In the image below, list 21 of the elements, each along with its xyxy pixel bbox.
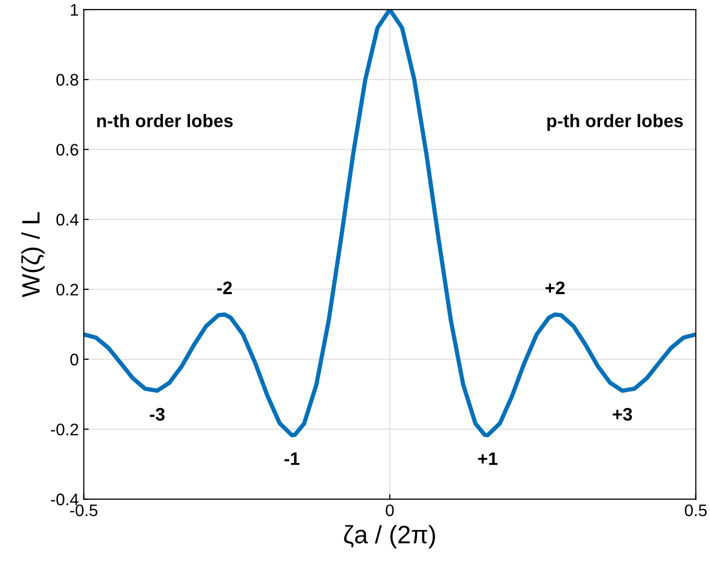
x-tick-label: 0 [386, 504, 394, 516]
x-axis-title: ζa / (2π) [344, 525, 436, 548]
y-tick-label: 0.2 [56, 284, 78, 296]
annotation: +1 [478, 452, 498, 465]
annotation: n-th order lobes [97, 114, 233, 128]
y-tick-label: 1 [70, 4, 78, 16]
annotation: -2 [217, 281, 232, 294]
annotation: -3 [150, 408, 165, 421]
annotation: -1 [284, 452, 300, 465]
y-axis-title: W(ζ) / L [21, 212, 45, 298]
y-tick-label: 0.8 [56, 74, 78, 86]
y-tick-label: 0.4 [56, 214, 78, 226]
y-tick-label: 0.6 [56, 144, 78, 156]
y-tick-label: -0.2 [50, 424, 78, 436]
annotation: +3 [612, 408, 632, 421]
x-tick-label: -0.5 [70, 504, 98, 516]
annotation: p-th order lobes [547, 114, 683, 131]
y-tick-label: -0.4 [50, 494, 78, 506]
x-tick-label: 0.5 [684, 504, 707, 516]
y-tick-label: 0 [70, 354, 78, 366]
annotation: +2 [546, 281, 565, 294]
